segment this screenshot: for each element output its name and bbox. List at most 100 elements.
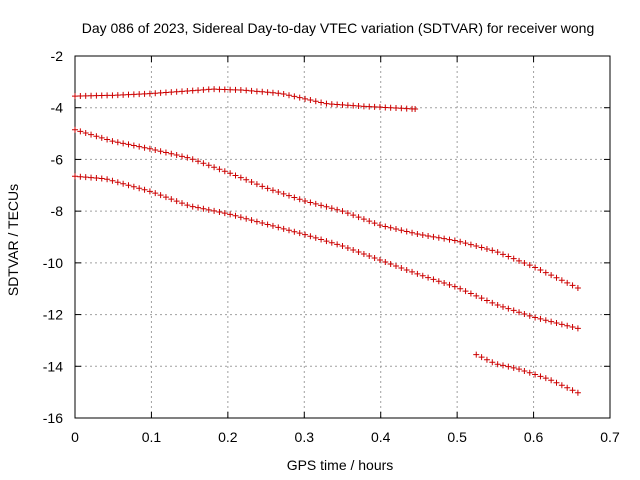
data-point (521, 311, 528, 318)
data-point (302, 231, 309, 238)
data-point (339, 243, 346, 250)
x-tick-label: 0.1 (142, 429, 162, 445)
data-point (451, 237, 458, 244)
data-point (467, 241, 474, 248)
data-point (403, 105, 410, 112)
data-point (521, 367, 528, 374)
data-point (457, 285, 464, 292)
data-point (157, 148, 164, 155)
data-point (72, 93, 78, 100)
data-point (286, 227, 292, 234)
data-point (195, 204, 202, 211)
data-point (483, 245, 490, 252)
data-point (548, 377, 555, 384)
data-point (344, 245, 351, 252)
data-point (291, 93, 298, 100)
data-point (205, 162, 212, 169)
data-point (532, 371, 539, 378)
data-point (344, 102, 351, 109)
data-point (104, 176, 111, 183)
data-point (382, 258, 389, 265)
data-point (360, 216, 367, 223)
data-point (328, 101, 335, 108)
data-point (387, 260, 394, 267)
data-point (216, 166, 223, 173)
x-tick-label: 0.7 (600, 429, 620, 445)
data-point (505, 363, 512, 370)
data-point (82, 174, 89, 181)
data-point (430, 233, 437, 240)
data-point (157, 89, 164, 96)
data-point (462, 240, 469, 247)
data-point (516, 309, 523, 316)
data-point (269, 187, 276, 194)
x-tick-label: 0.6 (524, 429, 544, 445)
series-track-4 (473, 351, 581, 396)
data-point (516, 366, 523, 373)
data-point (494, 249, 501, 256)
data-point (120, 180, 127, 187)
data-point (152, 146, 159, 153)
y-tick-label: -8 (51, 203, 64, 219)
data-point (211, 86, 218, 93)
data-point (264, 221, 271, 228)
data-point (318, 202, 325, 209)
data-point (259, 88, 266, 95)
data-point (473, 351, 480, 358)
series-track-1 (72, 86, 419, 113)
data-point (259, 220, 266, 227)
data-point (307, 97, 314, 104)
data-point (211, 207, 218, 214)
data-point (152, 190, 159, 197)
data-point (473, 292, 480, 299)
data-point (307, 199, 314, 206)
data-point (109, 138, 116, 145)
data-point (243, 87, 250, 94)
data-point (179, 153, 185, 160)
data-point (328, 239, 335, 246)
data-point (162, 149, 169, 156)
data-point (526, 262, 533, 269)
data-point (232, 86, 239, 93)
data-point (564, 322, 571, 329)
chart-title: Day 086 of 2023, Sidereal Day-to-day VTE… (82, 20, 595, 36)
data-point (77, 173, 84, 180)
data-point (467, 290, 474, 297)
data-point (168, 89, 175, 96)
data-point (253, 181, 260, 188)
data-point (473, 243, 480, 250)
data-point (195, 158, 202, 165)
plot-frame (74, 55, 611, 419)
data-point (494, 302, 501, 309)
data-point (569, 324, 576, 331)
data-point (120, 91, 127, 98)
data-points (72, 86, 581, 396)
data-point (409, 229, 416, 236)
data-point (483, 297, 490, 304)
data-point (494, 361, 501, 368)
data-point (478, 354, 485, 361)
y-tick-label: -16 (43, 410, 63, 426)
data-point (446, 236, 453, 243)
data-point (253, 88, 260, 95)
data-point (435, 234, 442, 241)
data-point (387, 104, 394, 111)
data-point (355, 214, 362, 221)
series-track-2 (72, 126, 581, 291)
data-point (574, 325, 581, 332)
x-tick-label: 0.5 (447, 429, 467, 445)
data-point (553, 319, 560, 326)
data-point (446, 281, 453, 288)
data-point (457, 238, 464, 245)
data-point (478, 295, 485, 302)
data-point (205, 86, 212, 93)
data-point (425, 232, 432, 239)
data-point (398, 105, 405, 112)
data-point (237, 214, 244, 221)
data-point (451, 283, 458, 290)
data-point (157, 192, 164, 199)
data-point (435, 278, 442, 285)
data-point (307, 233, 314, 240)
data-point (510, 364, 517, 371)
data-point (425, 274, 432, 281)
